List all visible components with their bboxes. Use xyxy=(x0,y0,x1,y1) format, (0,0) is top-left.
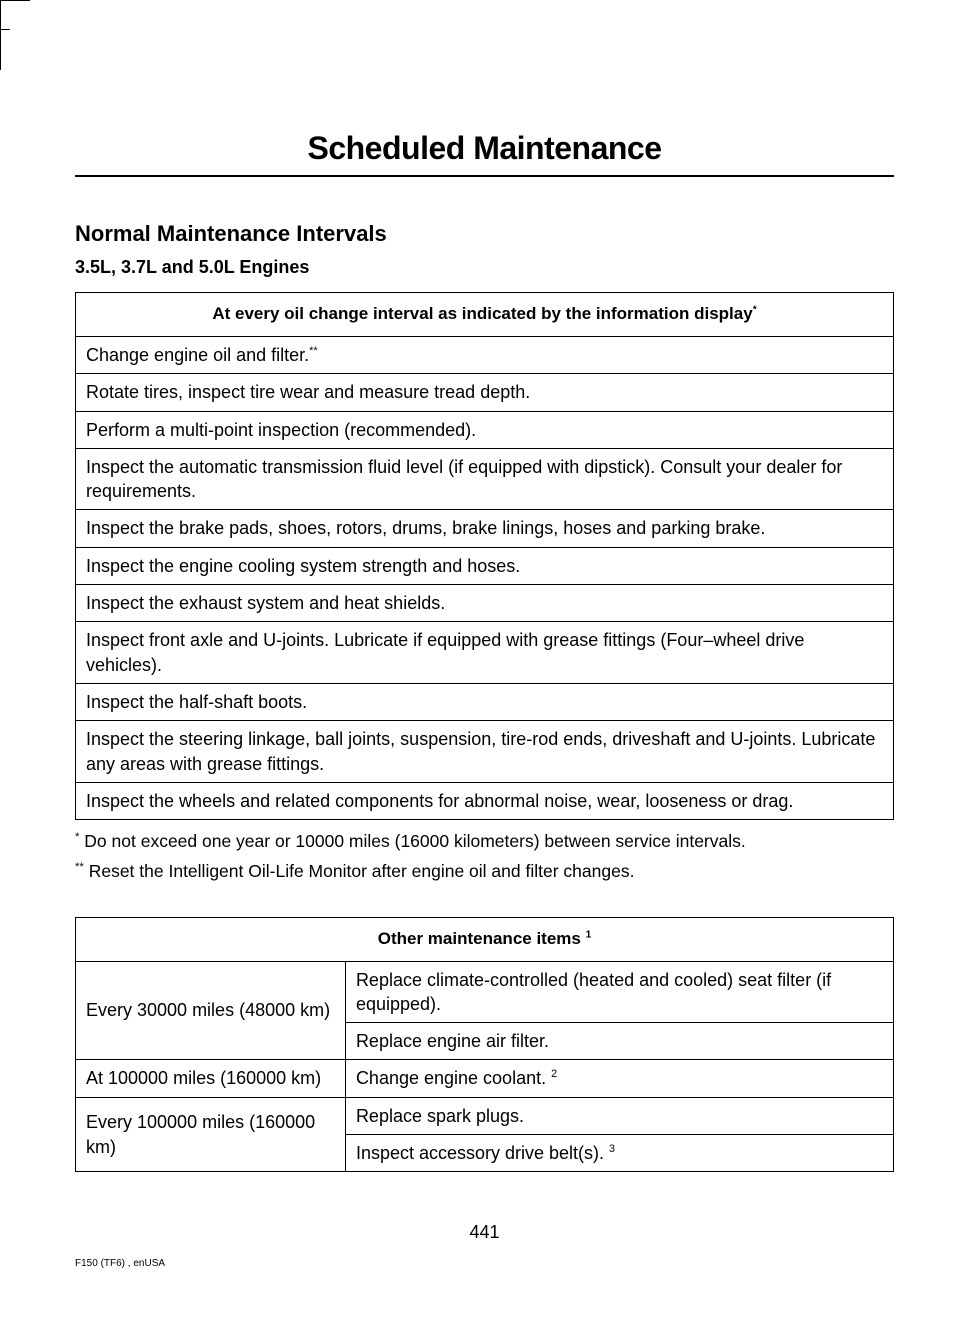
table-row: Rotate tires, inspect tire wear and meas… xyxy=(76,374,894,411)
task-cell: Replace climate-controlled (heated and c… xyxy=(345,961,893,1023)
task-cell: Inspect accessory drive belt(s). 3 xyxy=(345,1135,893,1172)
task-sup: 3 xyxy=(609,1143,615,1155)
table-row: Inspect the steering linkage, ball joint… xyxy=(76,721,894,783)
interval-cell: Every 30000 miles (48000 km) xyxy=(76,961,346,1060)
table2-header-text: Other maintenance items xyxy=(378,929,581,948)
task-text: Inspect accessory drive belt(s). xyxy=(356,1143,604,1163)
footnote-text: Reset the Intelligent Oil-Life Monitor a… xyxy=(84,861,635,881)
table-row: Inspect the engine cooling system streng… xyxy=(76,547,894,584)
table-row: Inspect the wheels and related component… xyxy=(76,782,894,819)
table-row: Inspect the automatic transmission fluid… xyxy=(76,448,894,510)
section-heading: Normal Maintenance Intervals xyxy=(75,221,894,247)
task-cell: Replace engine air filter. xyxy=(345,1023,893,1060)
oil-change-interval-table: At every oil change interval as indicate… xyxy=(75,292,894,820)
sub-heading: 3.5L, 3.7L and 5.0L Engines xyxy=(75,257,894,278)
table-row: Inspect the exhaust system and heat shie… xyxy=(76,585,894,622)
footnote: ** Reset the Intelligent Oil-Life Monito… xyxy=(75,858,894,884)
table-row: Perform a multi-point inspection (recomm… xyxy=(76,411,894,448)
task-text: Change engine coolant. xyxy=(356,1068,546,1088)
table-row: Inspect the half-shaft boots. xyxy=(76,683,894,720)
table2-header: Other maintenance items 1 xyxy=(76,917,894,961)
cell-sup: ** xyxy=(309,345,317,357)
interval-cell: At 100000 miles (160000 km) xyxy=(76,1060,346,1097)
footer-code: F150 (TF6) , enUSA xyxy=(75,1258,165,1269)
task-sup: 2 xyxy=(551,1068,557,1080)
table1-header-text: At every oil change interval as indicate… xyxy=(212,304,752,323)
interval-cell: Every 100000 miles (160000 km) xyxy=(76,1097,346,1172)
table1-header: At every oil change interval as indicate… xyxy=(76,293,894,337)
footnote-sup: ** xyxy=(75,862,84,874)
table1-header-sup: * xyxy=(753,304,757,315)
table-row: Inspect the brake pads, shoes, rotors, d… xyxy=(76,510,894,547)
other-maintenance-table: Other maintenance items 1 Every 30000 mi… xyxy=(75,917,894,1173)
footnote: * Do not exceed one year or 10000 miles … xyxy=(75,828,894,854)
page-number: 441 xyxy=(75,1222,894,1243)
task-cell: Replace spark plugs. xyxy=(345,1097,893,1134)
cell-text: Change engine oil and filter. xyxy=(86,345,309,365)
table-row: Change engine oil and filter.** xyxy=(76,336,894,373)
table2-header-sup: 1 xyxy=(586,929,592,940)
table-row: Inspect front axle and U-joints. Lubrica… xyxy=(76,622,894,684)
page-title: Scheduled Maintenance xyxy=(75,130,894,177)
task-cell: Change engine coolant. 2 xyxy=(345,1060,893,1097)
page-container: Scheduled Maintenance Normal Maintenance… xyxy=(0,70,954,1273)
footnote-text: Do not exceed one year or 10000 miles (1… xyxy=(79,831,745,851)
